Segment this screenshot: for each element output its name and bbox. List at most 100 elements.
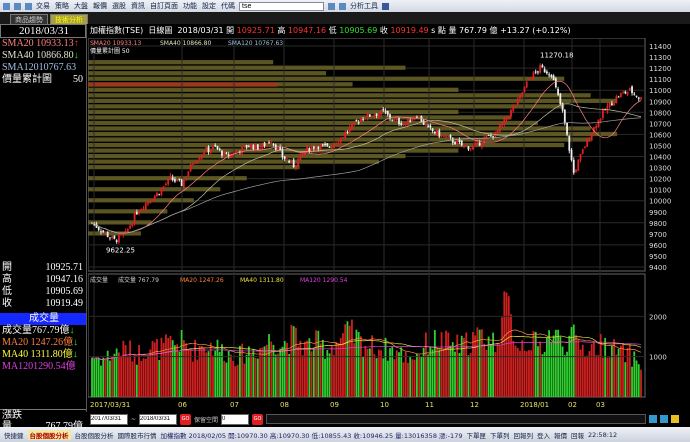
menu-item[interactable]: 自訂頁面 bbox=[150, 2, 178, 10]
volume-profile-bar bbox=[88, 154, 406, 159]
y-tick-label: 10300 bbox=[649, 165, 671, 173]
candle bbox=[521, 92, 524, 97]
candle bbox=[203, 152, 205, 155]
volume-bar bbox=[346, 321, 349, 397]
volume-bar bbox=[557, 329, 559, 397]
candle bbox=[355, 119, 358, 122]
menu-item[interactable]: 資訊 bbox=[131, 2, 145, 10]
plus-icon[interactable] bbox=[671, 415, 680, 423]
volume-bar bbox=[478, 329, 481, 397]
facebook-icon[interactable] bbox=[382, 2, 389, 10]
candle bbox=[420, 115, 423, 122]
x-tick-label: 08 bbox=[280, 401, 289, 409]
analysis-tools-menu[interactable]: 分析工具 bbox=[350, 2, 378, 10]
zoom-icon[interactable] bbox=[649, 415, 658, 423]
volume-bar bbox=[317, 330, 320, 397]
ohlc-label: 低 bbox=[2, 286, 12, 297]
to-date-input[interactable] bbox=[139, 413, 178, 425]
forward-icon[interactable] bbox=[25, 2, 32, 10]
volume-bar bbox=[225, 362, 228, 397]
from-date-input[interactable] bbox=[90, 413, 128, 425]
candle bbox=[232, 154, 235, 156]
volume-bar bbox=[153, 342, 156, 397]
menu-item[interactable]: 代碼 bbox=[221, 2, 235, 10]
menu-item[interactable]: 設定 bbox=[202, 2, 216, 10]
status-button[interactable]: 下單匣 bbox=[466, 431, 486, 440]
price-frame bbox=[88, 38, 646, 272]
menu-item[interactable]: 選股 bbox=[112, 2, 126, 10]
minus-icon[interactable] bbox=[660, 415, 669, 423]
candle bbox=[286, 159, 288, 161]
candle bbox=[151, 199, 154, 202]
status-tab[interactable]: 台股個股分析 bbox=[74, 431, 114, 440]
status-button[interactable]: 登入 bbox=[536, 431, 550, 440]
volume-bar bbox=[489, 343, 492, 397]
volume-bar bbox=[398, 352, 400, 397]
status-tab[interactable]: 台股個股分析 bbox=[27, 429, 71, 440]
volume-profile-bar bbox=[88, 220, 152, 225]
volume-bar bbox=[232, 361, 235, 397]
legend-volume: 成交量 bbox=[90, 276, 108, 284]
candle bbox=[640, 97, 642, 100]
chart-icon[interactable] bbox=[328, 2, 335, 10]
volume-bar bbox=[427, 354, 430, 397]
volume-bar bbox=[176, 344, 179, 397]
candle bbox=[252, 145, 255, 150]
menu-item[interactable]: 交易 bbox=[36, 2, 50, 10]
back-icon[interactable] bbox=[14, 2, 21, 10]
reserve-input[interactable] bbox=[221, 413, 250, 425]
candle bbox=[557, 88, 559, 95]
volume-profile-bar bbox=[88, 104, 565, 109]
volume-bar bbox=[572, 324, 575, 397]
ohlc-label: 高 bbox=[2, 274, 12, 285]
volume-bar bbox=[283, 340, 286, 397]
go-button[interactable]: GO bbox=[180, 413, 192, 425]
candle bbox=[319, 144, 322, 151]
candle bbox=[519, 94, 521, 99]
volume-bar bbox=[382, 358, 385, 397]
volume-bar bbox=[512, 340, 515, 397]
low-annotation: 9622.25 bbox=[106, 246, 135, 254]
x-tick-label: 02 bbox=[568, 401, 577, 409]
chart-scrollbar[interactable] bbox=[266, 414, 647, 424]
volume-bar bbox=[169, 335, 172, 397]
status-tab[interactable]: 國際股市行情 bbox=[117, 431, 157, 440]
volume-bar bbox=[171, 340, 174, 397]
volume-bar bbox=[191, 361, 194, 397]
candle bbox=[198, 157, 201, 160]
candle bbox=[301, 153, 304, 155]
volume-profile-bar bbox=[88, 109, 459, 114]
technical-chart[interactable]: 11400 11300 11200 11100 11000 10900 10800 10700… bbox=[88, 38, 690, 411]
volume-profile-bar bbox=[88, 131, 618, 137]
status-button[interactable]: 下單列 bbox=[489, 431, 510, 440]
status-button[interactable]: 回報列 bbox=[513, 431, 533, 440]
home-icon[interactable] bbox=[3, 2, 10, 10]
candle bbox=[460, 140, 463, 146]
volume-bar bbox=[126, 356, 129, 397]
volume-bar bbox=[180, 330, 183, 397]
status-tab[interactable]: 快捷鍵 bbox=[4, 431, 24, 440]
tab-trend[interactable]: 商品趨勢 bbox=[10, 14, 48, 24]
sma20-line bbox=[91, 80, 642, 234]
cursor-icon[interactable] bbox=[339, 2, 346, 10]
menu-item[interactable]: 大盤 bbox=[74, 2, 88, 10]
menu-item[interactable]: 功能 bbox=[183, 2, 197, 10]
candle bbox=[395, 119, 398, 121]
volume-bar bbox=[149, 349, 152, 397]
volume-profile-bar bbox=[88, 93, 591, 98]
symbol-input[interactable] bbox=[239, 1, 324, 11]
volume-bar bbox=[469, 353, 472, 397]
candle bbox=[359, 118, 362, 123]
volume-bar bbox=[467, 355, 470, 397]
status-button[interactable]: 回報 bbox=[570, 431, 584, 440]
status-button[interactable]: 報價 bbox=[553, 431, 567, 440]
panel-date: 2018/03/31 bbox=[0, 24, 86, 38]
go-button-2[interactable]: GO bbox=[252, 413, 264, 425]
volume-bar bbox=[498, 344, 501, 397]
candle bbox=[270, 142, 273, 144]
menu-item[interactable]: 報價 bbox=[93, 2, 107, 10]
tab-technical[interactable]: 技術分析 bbox=[50, 14, 88, 24]
volume-bar bbox=[393, 359, 396, 397]
candle bbox=[254, 143, 257, 151]
menu-item[interactable]: 策略 bbox=[55, 2, 69, 10]
